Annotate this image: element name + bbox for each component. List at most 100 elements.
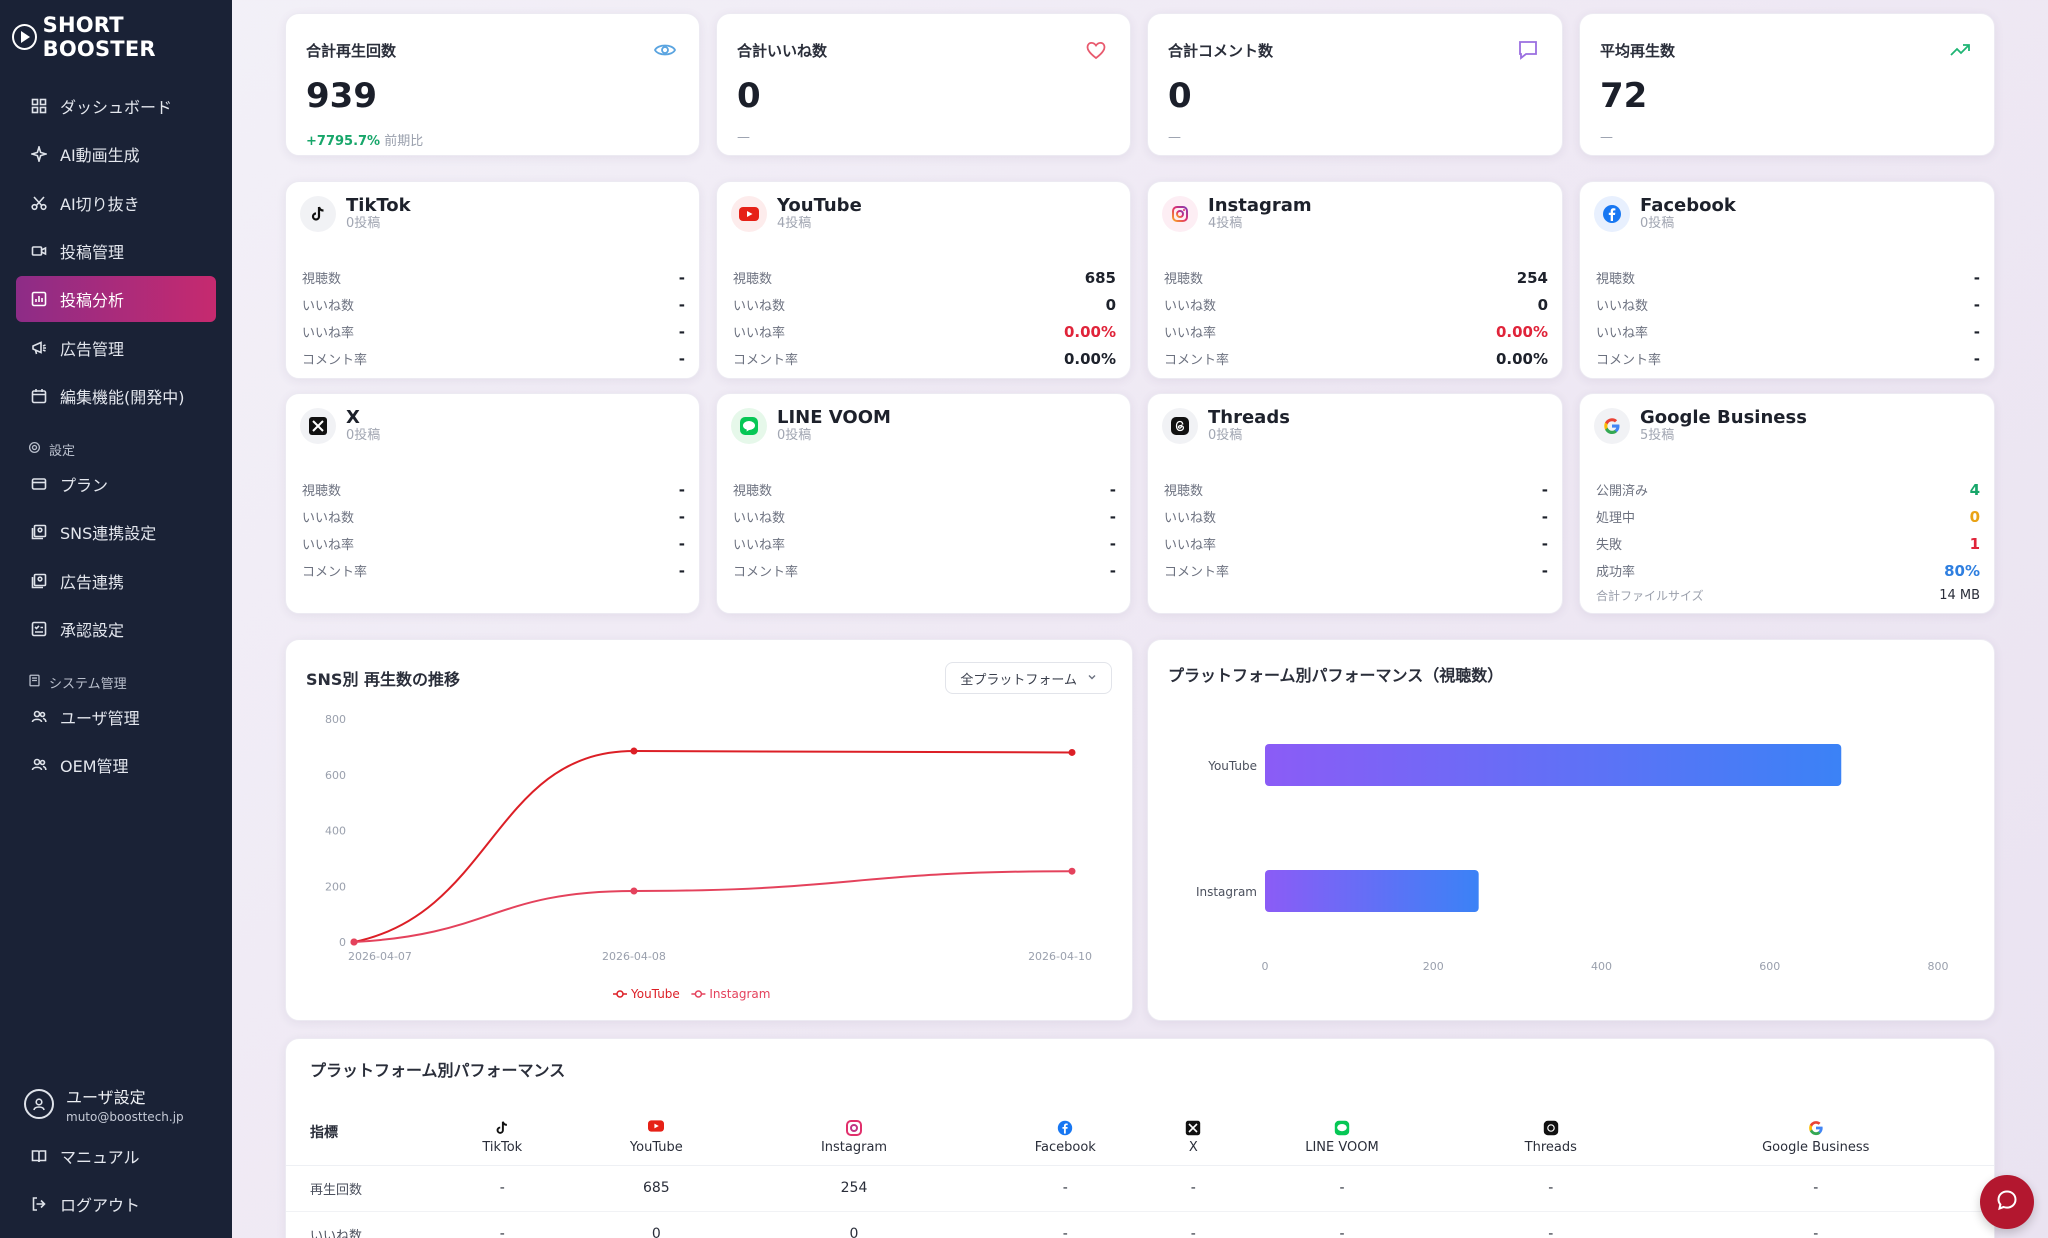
metric-row: 公開済み 4 bbox=[1596, 480, 1980, 500]
sidebar-item-logout[interactable]: ログアウト bbox=[16, 1181, 216, 1227]
table-cell: 254 bbox=[744, 1165, 964, 1212]
x-tick-label: 0 bbox=[1262, 960, 1269, 973]
metric-row: いいね数 - bbox=[302, 295, 685, 315]
sidebar-item-dashboard[interactable]: ダッシュボード bbox=[16, 83, 216, 129]
sidebar-item-post-analytics[interactable]: 投稿分析 bbox=[16, 276, 216, 322]
stat-sub: — bbox=[1600, 130, 1613, 145]
row-label: いいね数 bbox=[286, 1211, 436, 1238]
sidebar-item-label: SNS連携設定 bbox=[60, 524, 157, 543]
sidebar-item-ad-link[interactable]: 広告連携 bbox=[16, 558, 216, 604]
sidebar-item-label: 編集機能(開発中) bbox=[60, 388, 185, 407]
platform-views-panel: プラットフォーム別パフォーマンス（視聴数） YouTube Instagram 0 2… bbox=[1147, 639, 1995, 1021]
sidebar-item-plan[interactable]: プラン bbox=[16, 461, 216, 507]
category-label: Instagram bbox=[1196, 885, 1257, 899]
stat-title: 合計いいね数 bbox=[737, 42, 828, 60]
sidebar-item-post-management[interactable]: 投稿管理 bbox=[16, 228, 216, 274]
metric-row: いいね数 0 bbox=[733, 295, 1116, 315]
sidebar-item-oem-management[interactable]: OEM管理 bbox=[16, 742, 216, 788]
x-icon bbox=[300, 408, 336, 444]
metric-row: コメント率 - bbox=[733, 561, 1116, 581]
table-cell: 685 bbox=[568, 1165, 745, 1212]
metric-row: 視聴数 - bbox=[1164, 480, 1548, 500]
platform-card-instagram[interactable]: Instagram 4投稿 視聴数 254 いいね数 0 いいね率 0.00% コメント… bbox=[1147, 181, 1563, 379]
y-tick-label: 200 bbox=[325, 880, 346, 893]
metric-row: コメント率 - bbox=[1164, 561, 1548, 581]
platform-card-threads[interactable]: Threads 0投稿 視聴数 - いいね数 - いいね率 - コメント率 - bbox=[1147, 393, 1563, 614]
sidebar-item-ai-video[interactable]: AI動画生成 bbox=[16, 131, 216, 177]
metric-row: 失敗 1 bbox=[1596, 534, 1980, 554]
section-settings: 設定 bbox=[28, 440, 75, 459]
book-icon bbox=[30, 1147, 48, 1165]
metric-row: コメント率 - bbox=[1596, 349, 1980, 369]
y-tick-label: 0 bbox=[339, 936, 346, 949]
column-header-instagram: Instagram bbox=[744, 1099, 964, 1166]
user-settings[interactable]: ユーザ設定 muto@boosttech.jp bbox=[24, 1084, 220, 1124]
metric-row: 合計ファイルサイズ 14 MB bbox=[1596, 587, 1980, 603]
stat-title: 平均再生数 bbox=[1600, 42, 1676, 60]
platform-name: Google Business bbox=[1640, 407, 1807, 428]
sidebar-item-editor[interactable]: 編集機能(開発中) bbox=[16, 373, 216, 419]
post-count: 4投稿 bbox=[1208, 216, 1243, 231]
metric-row: コメント率 0.00% bbox=[1164, 349, 1548, 369]
sidebar-item-user-management[interactable]: ユーザ管理 bbox=[16, 694, 216, 740]
metric-row: 視聴数 685 bbox=[733, 268, 1116, 288]
stat-value: 0 bbox=[737, 76, 761, 116]
chat-button[interactable] bbox=[1980, 1175, 2034, 1229]
select-value: 全プラットフォーム bbox=[960, 672, 1077, 688]
series-line-instagram bbox=[353, 870, 1073, 943]
threads-icon bbox=[1162, 408, 1198, 444]
legend-marker bbox=[616, 990, 624, 998]
post-count: 5投稿 bbox=[1640, 428, 1675, 443]
sidebar-item-ad-management[interactable]: 広告管理 bbox=[16, 325, 216, 371]
chevron-down-icon bbox=[1087, 671, 1097, 686]
platform-name: YouTube bbox=[777, 195, 862, 216]
heart-icon bbox=[1084, 38, 1108, 62]
platform-card-tiktok[interactable]: TikTok 0投稿 視聴数 - いいね数 - いいね率 - コメント率 - bbox=[285, 181, 700, 379]
post-count: 4投稿 bbox=[777, 216, 812, 231]
sidebar-item-approval[interactable]: 承認設定 bbox=[16, 606, 216, 652]
platform-card-line-voom[interactable]: LINE VOOM 0投稿 視聴数 - いいね数 - いいね率 - コメント率 - bbox=[716, 393, 1131, 614]
platform-card-youtube[interactable]: YouTube 4投稿 視聴数 685 いいね数 0 いいね率 0.00% コメント率 0… bbox=[716, 181, 1131, 379]
panel-title: プラットフォーム別パフォーマンス bbox=[310, 1061, 566, 1080]
brand[interactable]: SHORT BOOSTER bbox=[12, 13, 232, 61]
data-point bbox=[350, 938, 358, 946]
x-tick-label: 800 bbox=[1928, 960, 1949, 973]
table-header-row: 指標 TikTok YouTube Instagram Facebook X L… bbox=[286, 1099, 1994, 1166]
column-header-threads: Threads bbox=[1464, 1099, 1638, 1166]
column-header-line-voom: LINE VOOM bbox=[1219, 1099, 1465, 1166]
table-cell: - bbox=[1637, 1165, 1994, 1212]
data-point bbox=[630, 747, 638, 755]
sidebar-item-ai-clip[interactable]: AI切り抜き bbox=[16, 180, 216, 226]
platform-name: Instagram bbox=[1208, 195, 1312, 216]
youtube-icon bbox=[731, 196, 767, 232]
table-cell: - bbox=[436, 1165, 569, 1212]
table-cell: - bbox=[963, 1211, 1167, 1238]
sidebar-item-sns-link[interactable]: SNS連携設定 bbox=[16, 509, 216, 555]
legend-label: Instagram bbox=[709, 987, 770, 1001]
platform-card-x[interactable]: X 0投稿 視聴数 - いいね数 - いいね率 - コメント率 - bbox=[285, 393, 700, 614]
platform-card-facebook[interactable]: Facebook 0投稿 視聴数 - いいね数 - いいね率 - コメント率 - bbox=[1579, 181, 1995, 379]
section-label: 設定 bbox=[49, 444, 76, 459]
threads-icon bbox=[1543, 1120, 1559, 1136]
stat-card-total-views: 合計再生回数 939 +7795.7% 前期比 bbox=[285, 13, 700, 156]
column-header-facebook: Facebook bbox=[963, 1099, 1167, 1166]
table-cell: - bbox=[1219, 1211, 1465, 1238]
users-icon bbox=[30, 708, 48, 726]
metric-row: いいね率 - bbox=[1164, 534, 1548, 554]
stat-sub: — bbox=[1168, 130, 1181, 145]
platform-card-google-business[interactable]: Google Business 5投稿 公開済み 4 処理中 0 失敗 1 成功率 80%… bbox=[1579, 393, 1995, 614]
x-icon bbox=[1185, 1120, 1201, 1136]
data-point bbox=[1068, 748, 1076, 756]
category-label: YouTube bbox=[1207, 759, 1257, 773]
platform-name: X bbox=[346, 407, 360, 428]
metric-row: いいね数 0 bbox=[1164, 295, 1548, 315]
metric-row: いいね率 0.00% bbox=[1164, 322, 1548, 342]
table-cell: - bbox=[1166, 1165, 1220, 1212]
platform-filter-select[interactable]: 全プラットフォーム bbox=[945, 662, 1112, 694]
google-icon bbox=[1594, 408, 1630, 444]
sidebar-item-manual[interactable]: マニュアル bbox=[16, 1133, 216, 1179]
platform-name: Facebook bbox=[1640, 195, 1736, 216]
users-icon bbox=[30, 756, 48, 774]
table-cell: 0 bbox=[744, 1211, 964, 1238]
eye-icon bbox=[653, 38, 677, 62]
